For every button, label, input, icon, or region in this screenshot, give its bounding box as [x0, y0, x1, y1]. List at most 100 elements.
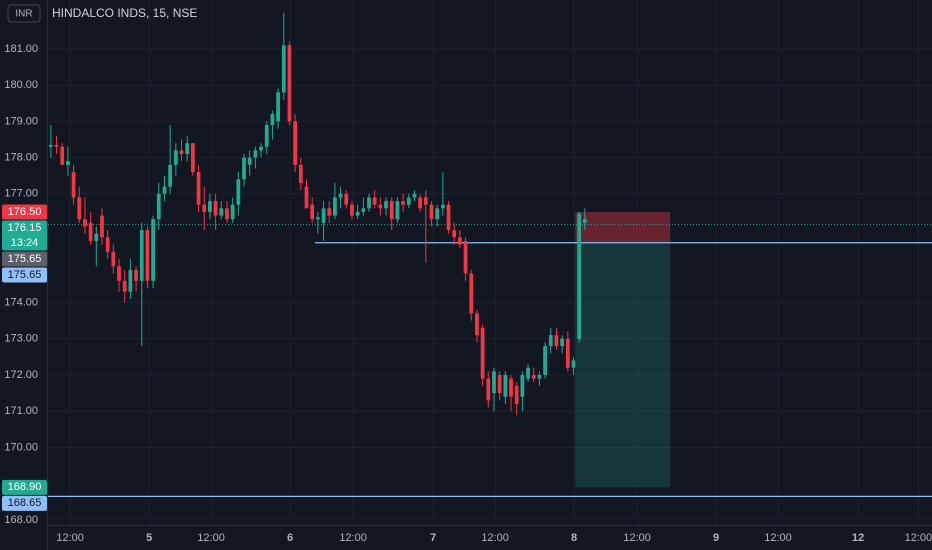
candle-body: [128, 269, 133, 292]
candle-body: [503, 375, 508, 397]
position-loss-zone: [575, 211, 671, 243]
price-label-bg: [2, 479, 47, 495]
candle-body: [179, 150, 184, 154]
position-profit-zone: [575, 242, 671, 488]
price-label: 168.65: [8, 497, 42, 509]
candle-body: [281, 45, 286, 93]
candle-body: [446, 204, 451, 231]
x-tick-label: 12:00: [481, 532, 509, 544]
candle-body: [139, 230, 144, 281]
candle-body: [554, 335, 559, 347]
price-label: 175.65: [8, 269, 42, 281]
x-tick-label: 6: [287, 532, 293, 544]
candle-body: [378, 204, 383, 209]
candle-body: [560, 338, 565, 347]
candle-body: [71, 172, 76, 198]
candle-body: [66, 161, 70, 165]
y-tick-label: 179.00: [4, 115, 38, 127]
price-label: 176.15: [8, 222, 42, 234]
candle-body: [111, 251, 116, 267]
candle-body: [355, 211, 360, 216]
candle-body: [338, 193, 343, 198]
candle-body: [418, 197, 422, 209]
candle-body: [440, 204, 445, 209]
candle-body: [315, 217, 320, 220]
x-tick-label: 5: [146, 532, 152, 544]
candle-body: [429, 204, 434, 220]
x-tick-label: 12: [852, 532, 864, 544]
candle-body: [423, 197, 428, 205]
candle-body: [327, 208, 332, 216]
candle-body: [202, 204, 207, 212]
candle-body: [196, 172, 201, 205]
candle-body: [162, 186, 167, 194]
y-tick-label: 178.00: [4, 152, 38, 164]
candle-body: [458, 237, 462, 245]
candle-body: [565, 338, 570, 368]
candle-body: [401, 201, 405, 205]
candle-body: [310, 204, 315, 220]
candle-body: [543, 346, 547, 375]
candle-body: [94, 233, 99, 241]
candle-body: [406, 197, 411, 205]
countdown-label: 13:24: [11, 237, 39, 249]
price-label-bg: [2, 251, 47, 267]
candle-body: [185, 143, 190, 154]
currency-box[interactable]: [7, 4, 41, 23]
candle-body: [548, 335, 553, 347]
x-tick-label: 12:00: [905, 532, 932, 544]
candle-body: [367, 197, 371, 209]
candle-body: [384, 201, 388, 209]
candle-body: [526, 367, 530, 379]
candle-body: [583, 219, 587, 223]
candle-body: [486, 378, 491, 401]
candle-body: [122, 280, 127, 292]
candle-body: [435, 208, 440, 220]
candle-body: [333, 197, 337, 216]
candle-body: [469, 273, 474, 314]
candle-body: [88, 222, 93, 241]
candle-body: [492, 371, 496, 394]
candle-body: [531, 375, 536, 379]
candle-body: [350, 204, 354, 216]
price-label: 168.90: [8, 481, 42, 493]
candle-body: [264, 125, 269, 147]
candle-body: [389, 201, 394, 220]
candle-body: [173, 150, 178, 165]
candle-body: [452, 230, 457, 238]
chart-title: HINDALCO INDS, 15, NSE: [52, 6, 197, 20]
candle-body: [236, 179, 241, 205]
candle-body: [208, 201, 212, 212]
x-tick-label: 12:00: [197, 532, 225, 544]
x-tick-label: 9: [713, 532, 719, 544]
y-tick-label: 172.00: [4, 369, 38, 381]
candle-body: [577, 213, 582, 339]
candle-body: [571, 360, 576, 368]
candle-body: [134, 269, 138, 281]
candle-body: [537, 375, 542, 379]
x-tick-label: 7: [430, 532, 436, 544]
candle-body: [270, 114, 275, 125]
candle-body: [156, 193, 161, 220]
candle-body: [287, 45, 292, 122]
price-label: 176.50: [8, 206, 42, 218]
candle-body: [253, 150, 258, 158]
currency[interactable]: INR: [15, 9, 32, 20]
x-tick-label: 12:00: [764, 532, 792, 544]
x-tick-label: 8: [571, 532, 577, 544]
candle-body: [395, 201, 400, 220]
candle-body: [372, 197, 377, 205]
candle-body: [475, 313, 479, 336]
candle-body: [225, 208, 229, 220]
candle-body: [48, 144, 53, 147]
candle-body: [304, 186, 309, 209]
candle-body: [463, 240, 468, 274]
candle-body: [105, 237, 110, 252]
candle-body: [190, 143, 195, 173]
candle-body: [219, 208, 224, 216]
candle-body: [259, 146, 263, 151]
y-tick-label: 173.00: [4, 333, 38, 345]
candle-body: [54, 144, 59, 147]
candle-body: [321, 208, 326, 223]
